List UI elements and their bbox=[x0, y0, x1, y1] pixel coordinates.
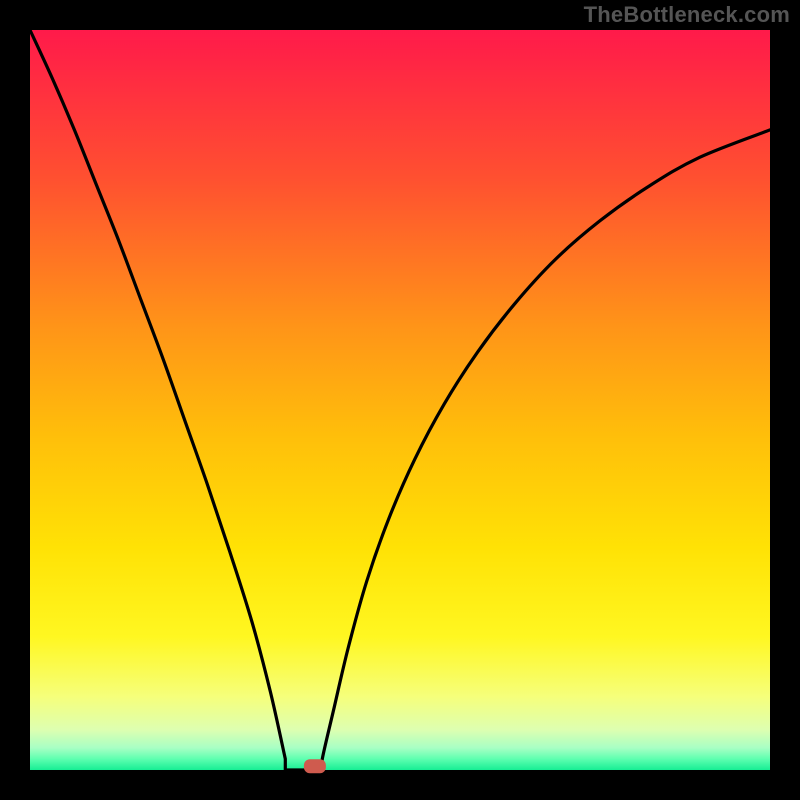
plot-background bbox=[30, 30, 770, 770]
bottleneck-chart bbox=[0, 0, 800, 800]
chart-container: TheBottleneck.com bbox=[0, 0, 800, 800]
optimal-point-marker bbox=[304, 759, 326, 773]
